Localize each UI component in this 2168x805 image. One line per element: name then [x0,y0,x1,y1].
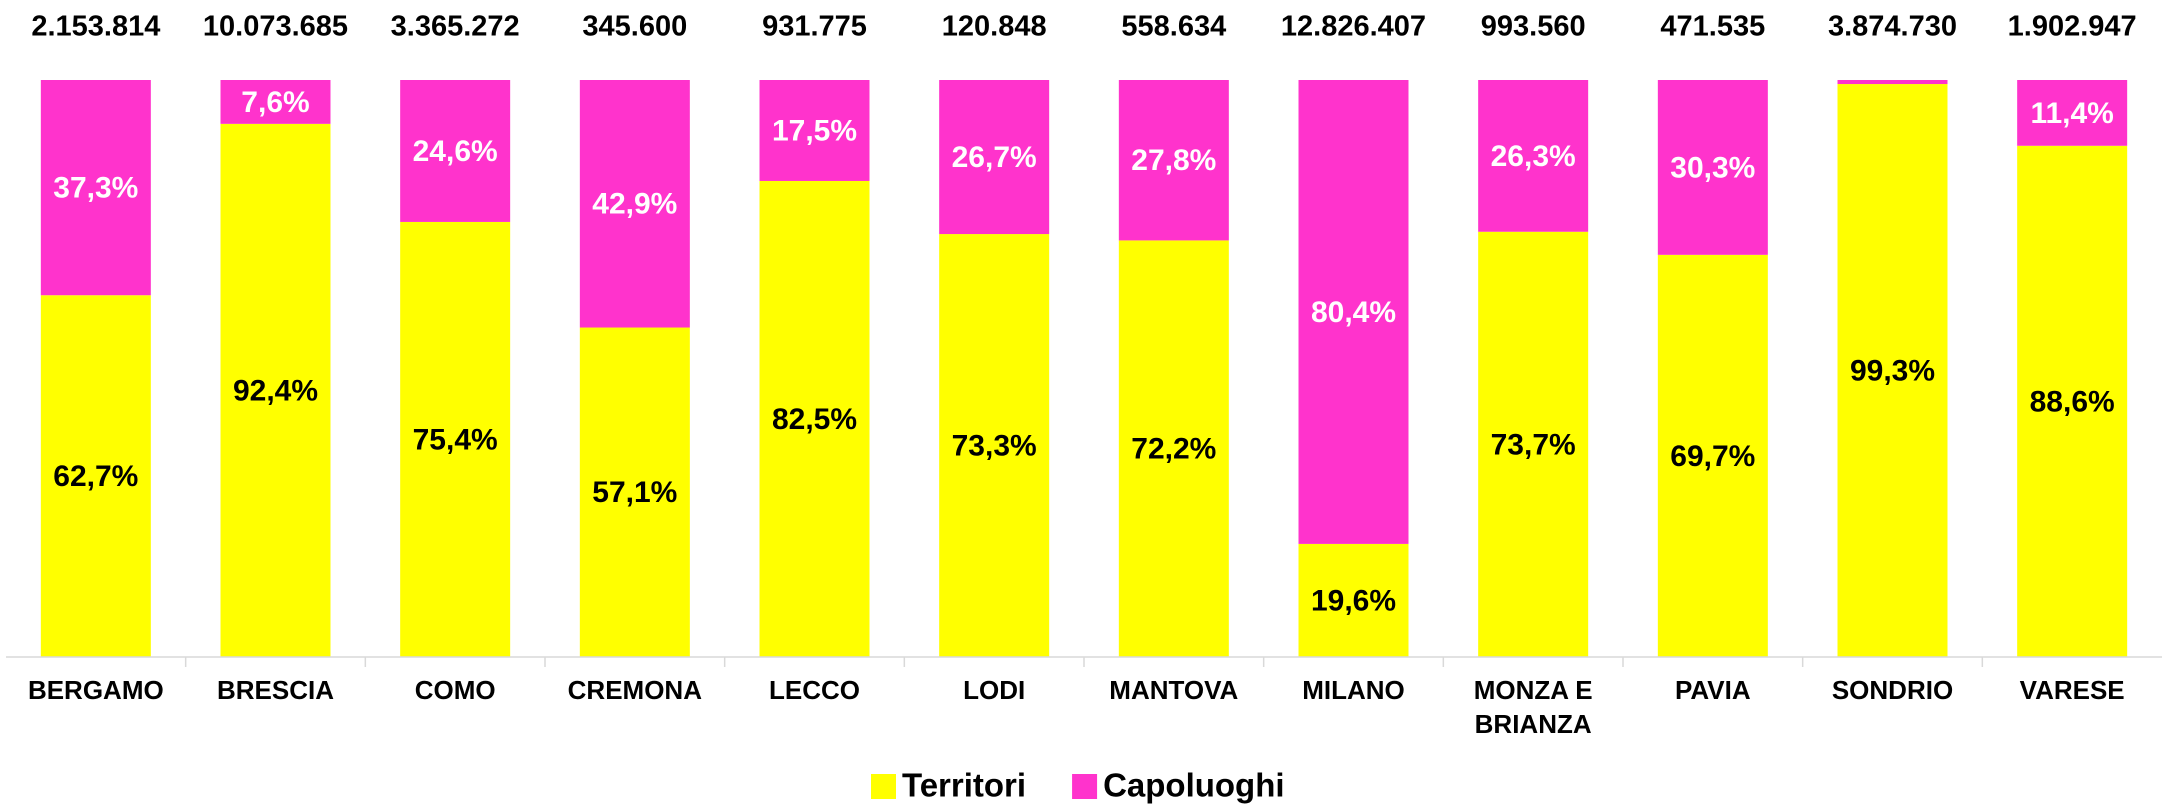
bar-segment [1118,240,1229,657]
data-label: 75,4% [413,423,498,456]
total-label: 3.874.730 [1828,11,1957,43]
bar-segment [939,80,1050,235]
x-tick-label: PAVIA [1675,675,1751,705]
bar-segment [939,234,1050,657]
x-tick-label: LODI [963,675,1025,705]
data-label: 62,7% [53,460,138,493]
x-tick-label: MONZA E BRIANZA [1474,675,1593,739]
data-label: 30,3% [1670,151,1755,184]
bar-segment [40,80,151,296]
total-label: 993.560 [1481,11,1586,43]
x-tick-label: BRESCIA [217,675,334,705]
data-label: 73,7% [1491,428,1576,461]
data-label: 17,5% [772,114,857,147]
bar-segment [759,80,870,181]
bar-segment [1657,80,1768,255]
x-tick-label: VARESE [2020,675,2125,705]
bar-segment [220,123,331,658]
total-label: 12.826.407 [1281,11,1426,43]
data-label: 57,1% [592,476,677,509]
bar-segment [400,80,511,222]
legend-label: Capoluoghi [1103,767,1284,804]
bar-segment [1478,80,1589,232]
legend-swatch [1072,774,1098,799]
x-tick-label: MANTOVA [1109,675,1238,705]
data-label: 88,6% [2030,385,2115,418]
bar-segment [1657,254,1768,657]
data-label: 27,8% [1131,144,1216,177]
legend-swatch [871,774,896,799]
bar-segment [759,180,870,657]
bar-segment [1118,80,1229,241]
x-tick-label: CREMONA [568,675,703,705]
total-label: 3.365.272 [391,11,520,43]
total-label: 558.634 [1121,11,1226,43]
legend-label: Territori [902,767,1026,804]
x-tick-label: SONDRIO [1832,675,1953,705]
data-label: 42,9% [592,188,677,221]
bar-segment [1298,543,1409,657]
x-tick-label: LECCO [769,675,860,705]
total-label: 931.775 [762,11,867,43]
data-label: 73,3% [952,429,1037,462]
bar-segment [579,327,690,657]
data-label: 99,3% [1850,354,1935,387]
data-label: 11,4% [2030,97,2113,130]
total-label: 1.902.947 [2008,11,2137,43]
data-label: 26,7% [952,141,1037,174]
bar-segment [1478,231,1589,657]
total-label: 471.535 [1660,11,1765,43]
bar-segment [1298,80,1409,544]
data-label: 24,6% [413,135,498,168]
bar-segment [2017,145,2128,657]
data-label: 92,4% [233,374,318,407]
data-label: 7,6% [241,86,309,119]
total-label: 345.600 [582,11,687,43]
data-label: 37,3% [53,172,138,205]
x-tick-label: MILANO [1302,675,1405,705]
data-label: 26,3% [1491,140,1576,173]
data-label: 69,7% [1670,440,1755,473]
total-label: 2.153.814 [31,11,160,43]
total-label: 10.073.685 [203,11,348,43]
bar-segment [40,295,151,657]
x-tick-label: BERGAMO [28,675,164,705]
x-tick-label: COMO [415,675,496,705]
bar-segment [400,221,511,657]
data-label: 82,5% [772,403,857,436]
bar-segment [2017,80,2128,146]
data-label: 19,6% [1311,584,1396,617]
total-label: 120.848 [942,11,1047,43]
bar-segment [579,80,690,328]
bar-segment [1837,84,1948,657]
data-label: 80,4% [1311,296,1396,329]
bar-segment [1837,80,1948,85]
data-label: 72,2% [1131,433,1216,466]
bar-segment [220,80,331,124]
